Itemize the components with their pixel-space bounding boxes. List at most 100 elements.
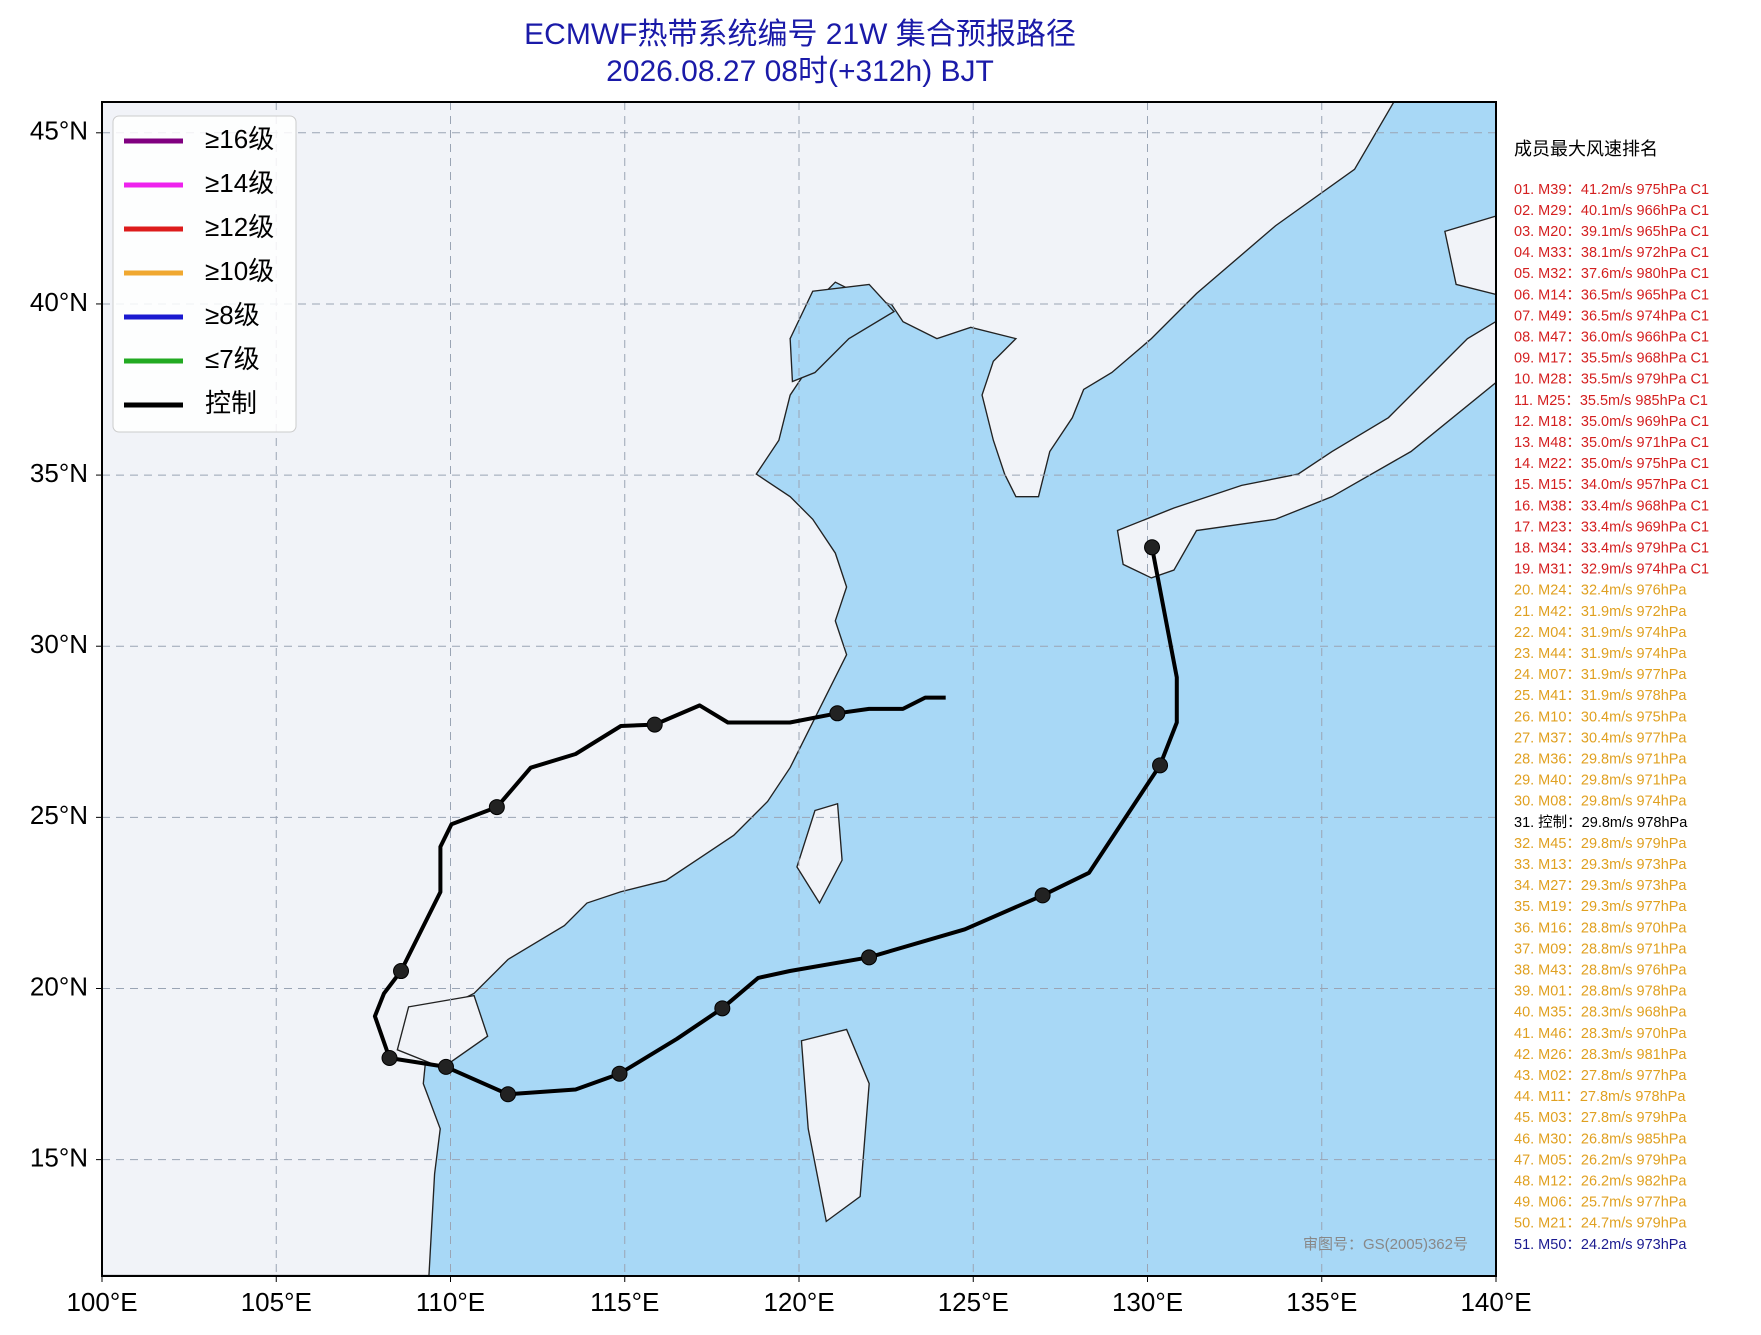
y-tick-label: 15°N	[30, 1143, 88, 1173]
ranking-item: 33. M13：29.3m/s 973hPa	[1514, 857, 1687, 873]
ranking-item: 07. M49：36.5m/s 974hPa C1	[1514, 308, 1709, 324]
ranking-item: 11. M25：35.5m/s 985hPa C1	[1514, 393, 1708, 409]
x-tick-label: 105°E	[241, 1287, 312, 1317]
ranking-item: 42. M26：28.3m/s 981hPa	[1514, 1047, 1687, 1063]
ranking-item: 49. M06：25.7m/s 977hPa	[1514, 1195, 1687, 1211]
control-track	[372, 539, 1179, 1103]
ranking-item: 36. M16：28.8m/s 970hPa	[1514, 920, 1687, 936]
ranking-item: 25. M41：31.9m/s 978hPa	[1514, 688, 1687, 704]
legend-label: ≥8级	[205, 300, 260, 330]
x-tick-label: 120°E	[763, 1287, 834, 1317]
ranking-item: 37. M09：28.8m/s 971hPa	[1514, 941, 1687, 957]
ranking-item: 20. M24：32.4m/s 976hPa	[1514, 583, 1687, 599]
title: ECMWF热带系统编号 21W 集合预报路径	[524, 18, 1076, 51]
y-tick-label: 35°N	[30, 458, 88, 488]
x-tick-label: 125°E	[938, 1287, 1009, 1317]
japan	[1116, 320, 1496, 579]
ranking-item: 43. M02：27.8m/s 977hPa	[1514, 1068, 1687, 1084]
ranking-item: 51. M50：24.2m/s 973hPa	[1514, 1237, 1687, 1253]
legend-label: ≥14级	[205, 168, 274, 198]
x-tick-label: 140°E	[1460, 1287, 1531, 1317]
control-position	[1152, 757, 1169, 774]
ranking-item: 30. M08：29.8m/s 974hPa	[1514, 794, 1687, 810]
ranking-item: 34. M27：29.3m/s 973hPa	[1514, 878, 1687, 894]
ranking-item: 01. M39：41.2m/s 975hPa C1	[1514, 182, 1709, 198]
ranking-item: 39. M01：28.8m/s 978hPa	[1514, 984, 1687, 1000]
control-position	[1144, 539, 1161, 556]
control-position	[488, 799, 505, 816]
legend-label: 控制	[205, 388, 257, 418]
ranking-item: 19. M31：32.9m/s 974hPa C1	[1514, 562, 1709, 578]
ranking-item: 21. M42：31.9m/s 972hPa	[1514, 604, 1687, 620]
control-position	[611, 1065, 628, 1082]
control-track-line	[372, 546, 1179, 1097]
ranking-item: 31. 控制：29.8m/s 978hPa	[1514, 814, 1688, 831]
legend-label: ≤7级	[205, 344, 260, 374]
luzon	[800, 1028, 870, 1223]
legend-box	[112, 115, 297, 433]
watermark: 审图号：GS(2005)362号	[1303, 1236, 1468, 1253]
ranking-item: 23. M44：31.9m/s 974hPa	[1514, 646, 1687, 662]
x-tick-label: 135°E	[1286, 1287, 1357, 1317]
hokkaido	[1444, 215, 1496, 296]
ranking-item: 05. M32：37.6m/s 980hPa C1	[1514, 266, 1709, 282]
ranking-item: 46. M30：26.8m/s 985hPa	[1514, 1131, 1687, 1147]
ranking-item: 14. M22：35.0m/s 975hPa C1	[1514, 456, 1709, 472]
ranking-item: 40. M35：28.3m/s 968hPa	[1514, 1005, 1687, 1021]
control-position	[1034, 887, 1051, 904]
ranking: 成员最大风速排名 01. M39：41.2m/s 975hPa C1 02. M2…	[1514, 139, 1709, 1253]
y-tick-label: 40°N	[30, 287, 88, 317]
ranking-item: 10. M28：35.5m/s 979hPa C1	[1514, 372, 1709, 388]
ranking-item: 47. M05：26.2m/s 979hPa	[1514, 1152, 1687, 1168]
ranking-item: 08. M47：36.0m/s 966hPa C1	[1514, 330, 1709, 346]
ranking-item: 50. M21：24.7m/s 979hPa	[1514, 1216, 1687, 1232]
x-tick-label: 115°E	[590, 1287, 659, 1317]
y-tick-label: 30°N	[30, 629, 88, 659]
legend-label: ≥12级	[205, 212, 274, 242]
ranking-item: 35. M19：29.3m/s 977hPa	[1514, 899, 1687, 915]
ranking-item: 12. M18：35.0m/s 969hPa C1	[1514, 414, 1709, 430]
control-position	[714, 1000, 731, 1017]
ranking-item: 03. M20：39.1m/s 965hPa C1	[1514, 224, 1709, 240]
y-tick-label: 45°N	[30, 116, 88, 146]
ranking-item: 44. M11：27.8m/s 978hPa	[1514, 1089, 1686, 1105]
ranking-item: 41. M46：28.3m/s 970hPa	[1514, 1026, 1687, 1042]
y-tick-label: 20°N	[30, 971, 88, 1001]
ranking-item: 32. M45：29.8m/s 979hPa	[1514, 836, 1687, 852]
ranking-item: 28. M36：29.8m/s 971hPa	[1514, 752, 1687, 768]
hainan	[396, 994, 489, 1069]
ranking-item: 09. M17：35.5m/s 968hPa C1	[1514, 351, 1709, 367]
ranking-item: 45. M03：27.8m/s 979hPa	[1514, 1110, 1687, 1126]
ranking-item: 18. M34：33.4m/s 979hPa C1	[1514, 541, 1709, 557]
subtitle: 2026.08.27 08时(+312h) BJT	[606, 55, 994, 88]
ranking-item: 48. M12：26.2m/s 982hPa	[1514, 1174, 1687, 1190]
ranking-item: 38. M43：28.8m/s 976hPa	[1514, 963, 1687, 979]
ranking-item: 29. M40：29.8m/s 971hPa	[1514, 773, 1687, 789]
bohai-sea	[789, 283, 896, 383]
mainland	[102, 102, 1395, 1276]
legend-label: ≥10级	[205, 256, 274, 286]
x-tick-label: 100°E	[66, 1287, 137, 1317]
control-position	[393, 963, 410, 980]
ranking-item: 02. M29：40.1m/s 966hPa C1	[1514, 203, 1709, 219]
ranking-item: 22. M04：31.9m/s 974hPa	[1514, 625, 1687, 641]
basemap	[102, 102, 1496, 1276]
ranking-item: 16. M38：33.4m/s 968hPa C1	[1514, 498, 1709, 514]
control-position	[829, 705, 846, 722]
taiwan	[796, 802, 843, 905]
control-position	[381, 1049, 398, 1066]
ranking-item: 15. M15：34.0m/s 957hPa C1	[1514, 477, 1709, 493]
y-tick-label: 25°N	[30, 800, 88, 830]
ranking-item: 17. M23：33.4m/s 969hPa C1	[1514, 519, 1709, 535]
x-tick-label: 130°E	[1112, 1287, 1183, 1317]
legend-label: ≥16级	[205, 124, 274, 154]
ranking-item: 13. M48：35.0m/s 971hPa C1	[1514, 435, 1709, 451]
ranking-title: 成员最大风速排名	[1514, 139, 1658, 159]
ranking-item: 24. M07：31.9m/s 977hPa	[1514, 667, 1687, 683]
ranking-item: 06. M14：36.5m/s 965hPa C1	[1514, 287, 1709, 303]
x-tick-label: 110°E	[416, 1287, 485, 1317]
ranking-item: 27. M37：30.4m/s 977hPa	[1514, 730, 1687, 746]
control-position	[500, 1086, 517, 1103]
